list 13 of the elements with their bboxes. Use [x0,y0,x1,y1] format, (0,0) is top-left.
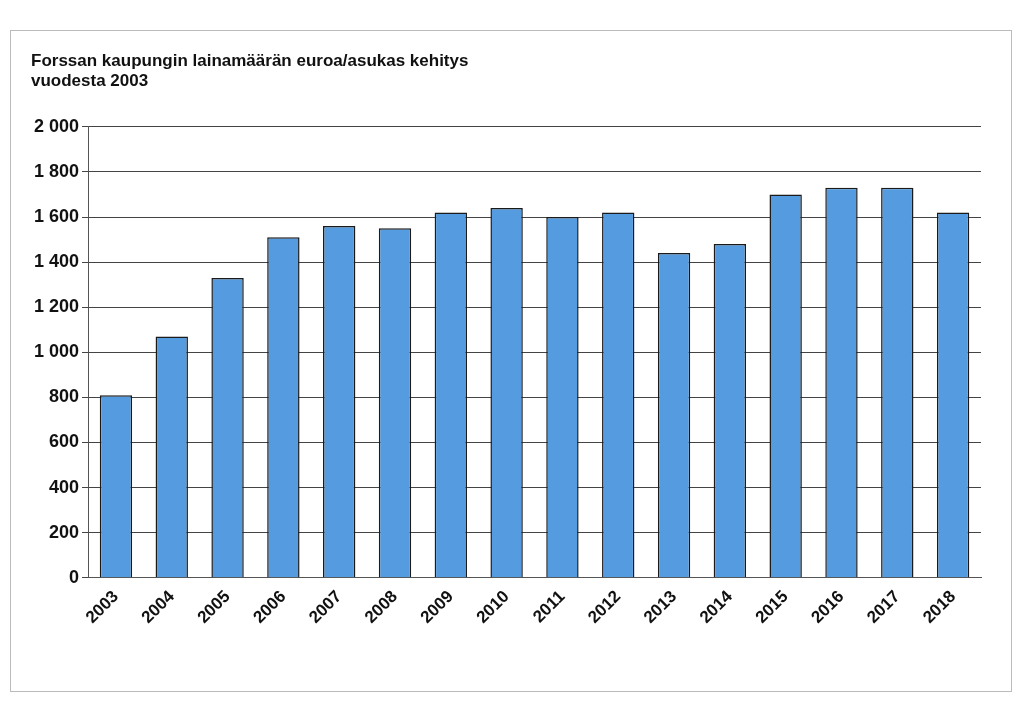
y-tick-label: 1 400 [34,251,80,272]
y-tick-label: 1 200 [34,296,80,317]
y-tick-label: 1 600 [34,205,80,226]
y-tick-label: 600 [49,431,80,452]
y-tick-label: 0 [69,566,80,587]
y-tick-label: 800 [49,386,80,407]
y-tick-label: 2 000 [34,115,80,136]
text: Forssan kaupungin lainamäärän euroa/asukas kehitys [31,50,469,70]
text: vuodesta 2003 [31,71,149,91]
y-tick-label: 1 000 [34,341,80,362]
y-tick-label: 400 [49,476,80,497]
y-tick-label: 200 [49,521,80,542]
y-tick-label: 1 800 [34,160,80,181]
